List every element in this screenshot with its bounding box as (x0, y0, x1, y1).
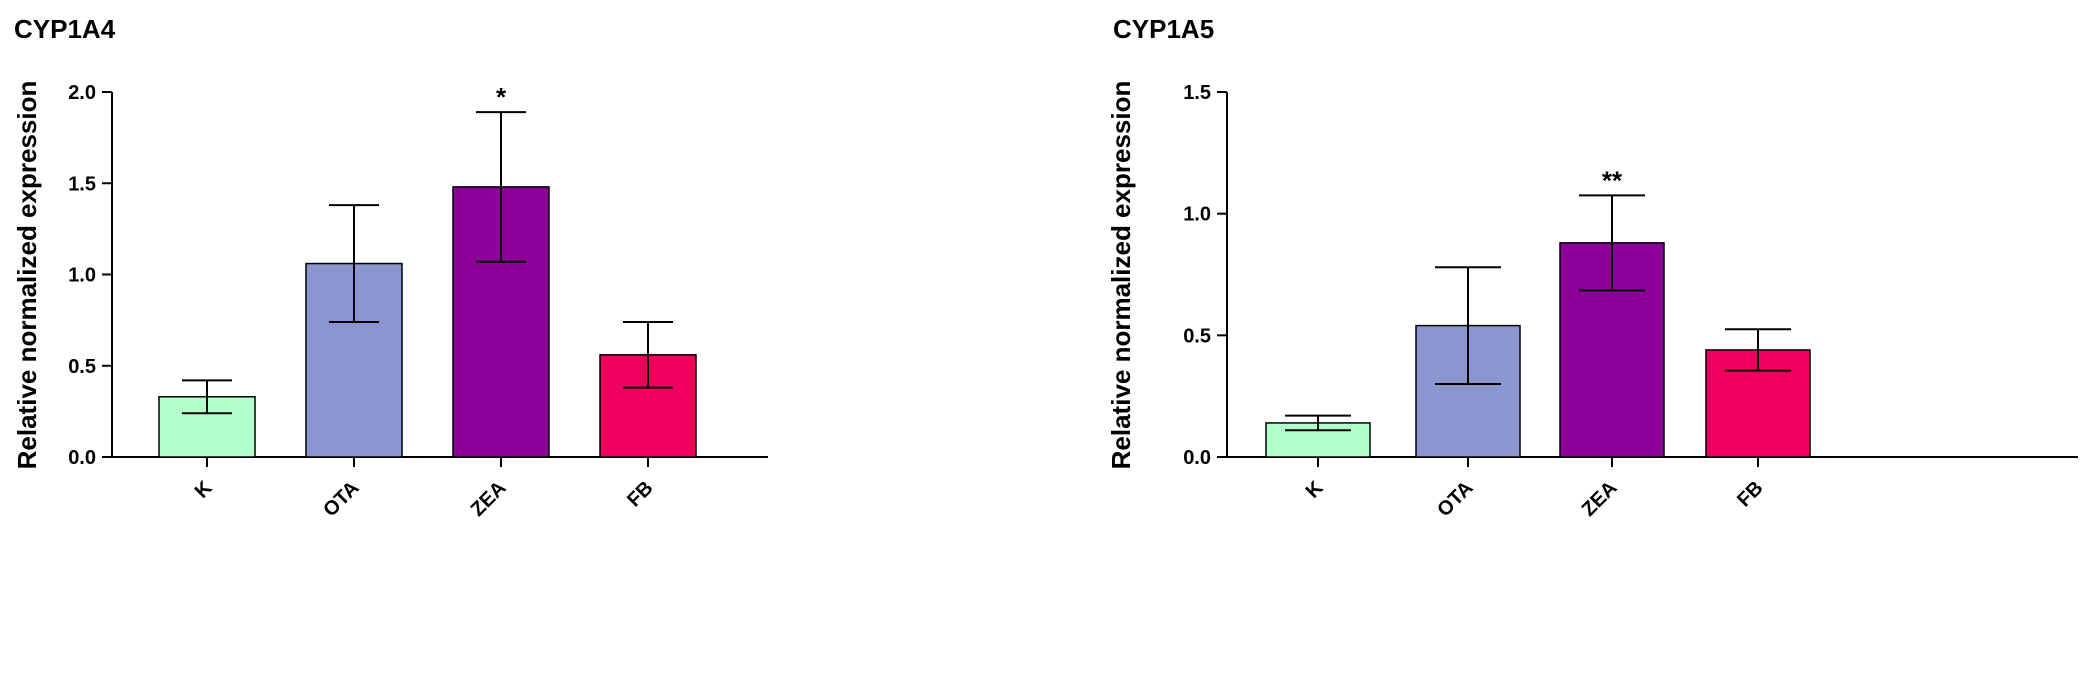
bars (158, 186, 697, 458)
chart-panel-cyp1a4: CYP1A4 Relative normalized expression 0.… (12, 14, 768, 521)
y-axis-label: Relative normalized expression (1106, 81, 1136, 470)
significance-marks: * (496, 82, 507, 112)
error-bars (182, 111, 673, 415)
error-bars (1285, 194, 1791, 432)
category-labels: K OTA ZEA FB (191, 457, 658, 521)
bars (1265, 242, 1811, 458)
category-labels: K OTA ZEA FB (1302, 457, 1768, 521)
significance-mark: * (496, 82, 507, 112)
y-tick-label: 0.5 (68, 356, 96, 378)
y-tick-label: 1.5 (68, 173, 96, 195)
y-tick-label: 0.0 (68, 447, 96, 469)
category-label-k: K (191, 477, 217, 503)
significance-mark: ** (1602, 165, 1623, 195)
chart-title: CYP1A5 (1113, 14, 1214, 44)
category-label-ota: OTA (1433, 477, 1477, 521)
y-tick-label: 1.0 (68, 265, 96, 287)
category-label-k: K (1302, 477, 1328, 503)
chart-panel-cyp1a5: CYP1A5 Relative normalized expression 0.… (1106, 14, 2078, 521)
y-tick-label: 0.5 (1183, 325, 1211, 347)
y-tick-label: 1.0 (1183, 204, 1211, 226)
category-label-zea: ZEA (467, 477, 511, 521)
category-label-fb: FB (1733, 477, 1767, 511)
significance-marks: ** (1602, 165, 1623, 195)
category-label-fb: FB (623, 477, 657, 511)
y-tick-label: 2.0 (68, 82, 96, 104)
y-axis-label: Relative normalized expression (12, 81, 42, 470)
category-label-ota: OTA (319, 477, 363, 521)
y-tick-label: 1.5 (1183, 82, 1211, 104)
y-ticks: 0.0 0.5 1.0 1.5 2.0 (68, 82, 112, 469)
chart-title: CYP1A4 (14, 14, 116, 44)
category-label-zea: ZEA (1578, 477, 1622, 521)
y-tick-label: 0.0 (1183, 447, 1211, 469)
y-ticks: 0.0 0.5 1.0 1.5 (1183, 82, 1227, 469)
